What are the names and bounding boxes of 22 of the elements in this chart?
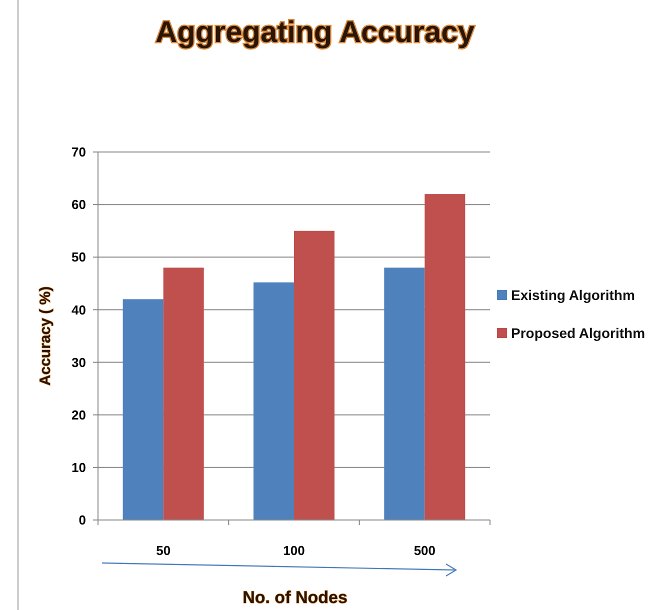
legend-label: Existing Algorithm — [511, 286, 635, 303]
x-tick-label: 100 — [283, 543, 305, 558]
x-tick-label: 500 — [414, 543, 436, 558]
legend-label: Proposed Algorithm — [511, 324, 646, 341]
bar — [163, 268, 204, 520]
bar — [384, 268, 425, 520]
x-tick-label: 50 — [156, 543, 171, 558]
bar — [122, 299, 164, 520]
y-tick-label: 50 — [72, 250, 86, 265]
x-axis-title: No. of Nodes — [242, 588, 348, 607]
y-tick-label: 40 — [72, 302, 86, 318]
bar — [294, 230, 335, 520]
chart-title: Aggregating Accuracy — [156, 16, 475, 49]
y-axis-title: Accuracy ( %) — [37, 286, 54, 386]
y-tick-label: 30 — [72, 354, 86, 370]
y-tick-label: 60 — [72, 197, 86, 212]
y-tick-label: 20 — [72, 407, 86, 422]
bar — [424, 194, 466, 520]
y-tick-label: 70 — [72, 144, 86, 160]
y-tick-label: 0 — [78, 512, 86, 528]
y-tick-label: 10 — [72, 460, 86, 475]
bar — [253, 282, 294, 520]
